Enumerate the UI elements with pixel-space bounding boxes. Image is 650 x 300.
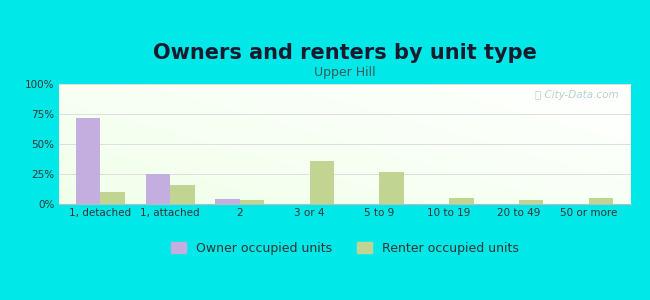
Bar [76,118,100,204]
Bar [309,161,334,204]
Bar [589,198,613,204]
Text: ⓘ City-Data.com: ⓘ City-Data.com [536,90,619,100]
Bar [215,199,240,204]
Text: Upper Hill: Upper Hill [314,66,375,79]
Bar [380,172,404,204]
Bar [170,185,194,204]
Bar [146,174,170,204]
Bar [100,192,125,204]
Bar [519,200,543,204]
Bar [240,200,265,204]
Title: Owners and renters by unit type: Owners and renters by unit type [153,43,536,63]
Bar [449,198,474,204]
Legend: Owner occupied units, Renter occupied units: Owner occupied units, Renter occupied un… [166,237,523,260]
